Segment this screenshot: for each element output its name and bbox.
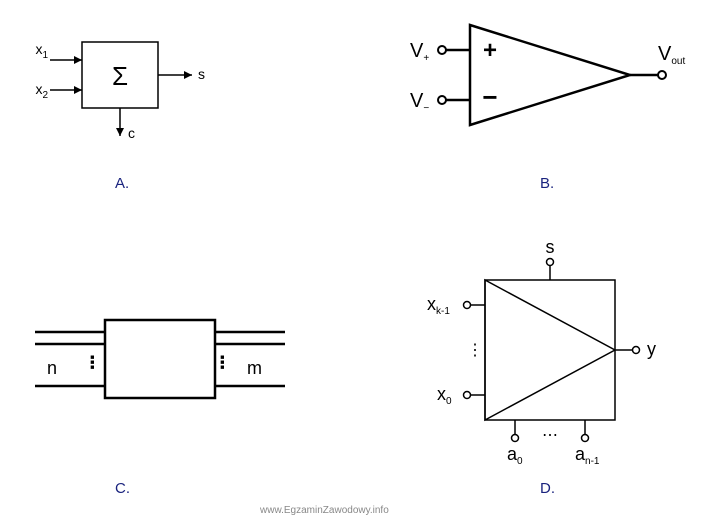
input-x1-label: x1 [35,41,48,61]
s-label: s [546,240,555,257]
right-dots: ⠇ [218,354,231,374]
diagram-b: V+ + V− − Vout [400,10,700,155]
vplus-label: V+ [410,40,429,64]
label-a: A. [115,175,129,192]
coder-box [105,320,215,398]
watermark: www.EgzaminZawodowy.info [260,505,389,516]
x0-label: x0 [437,384,452,407]
plus-sign: + [483,37,497,64]
label-c: C. [115,480,130,497]
left-vdots: ⋮ [467,342,483,359]
input-x2-label: x2 [35,81,48,101]
minus-sign: − [482,82,497,112]
an1-label: an-1 [575,444,600,467]
left-n-label: n [47,358,57,378]
right-m-label: m [247,358,262,378]
diagram-c: ⠇ n ⠇ m [15,310,305,425]
y-label: y [647,339,656,359]
diagram-a: Σ x1 x2 s c [20,20,240,155]
a0-label: a0 [507,444,523,467]
bottom-dots: ⋯ [542,427,558,444]
vminus-label: V− [410,90,429,114]
mux-box [485,280,615,420]
label-d: D. [540,480,555,497]
vout-label: Vout [658,43,685,67]
xk1-label: xk-1 [427,294,450,317]
sigma-symbol: Σ [112,61,128,91]
output-c-label: c [128,125,135,141]
label-b: B. [540,175,554,192]
mux-triangle [485,280,615,420]
left-dots: ⠇ [88,354,101,374]
diagram-d: s xk-1 ⋮ x0 y a0 ⋯ an-1 [415,240,695,475]
output-s-label: s [198,66,205,82]
